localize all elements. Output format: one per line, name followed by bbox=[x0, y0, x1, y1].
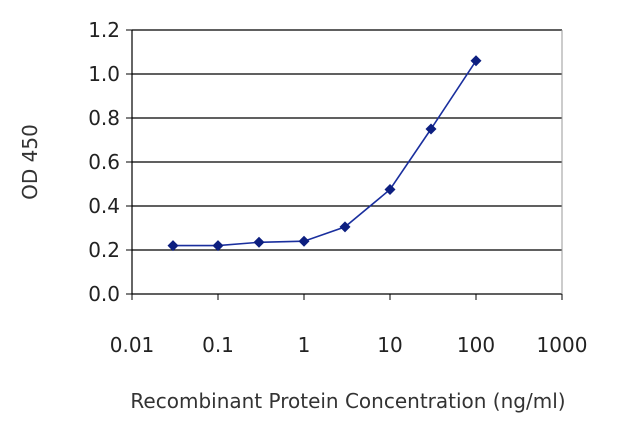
x-tick-label: 1 bbox=[298, 333, 311, 357]
x-tick-label: 10 bbox=[377, 333, 402, 357]
data-point bbox=[384, 184, 396, 195]
data-point bbox=[167, 240, 179, 252]
x-tick-label: 1000 bbox=[537, 333, 588, 357]
y-tick-labels: 0.0 0.2 0.4 0.6 0.8 1.0 1.2 bbox=[88, 18, 120, 306]
data-point bbox=[425, 123, 437, 135]
y-tick-label: 0.6 bbox=[88, 150, 120, 174]
x-axis-label: Recombinant Protein Concentration (ng/ml… bbox=[130, 389, 565, 413]
data-point bbox=[339, 221, 351, 233]
y-axis-label: OD 450 bbox=[18, 124, 42, 200]
data-point bbox=[470, 55, 482, 67]
data-point bbox=[298, 235, 310, 247]
y-tick-label: 0.4 bbox=[88, 194, 120, 218]
y-tick-label: 0.8 bbox=[88, 106, 120, 130]
axes bbox=[126, 29, 563, 300]
data-point bbox=[253, 236, 265, 248]
x-tick-label: 0.1 bbox=[202, 333, 234, 357]
gridlines bbox=[132, 29, 562, 251]
y-tick-label: 1.2 bbox=[88, 18, 120, 42]
x-tick-labels: 0.01 0.1 1 10 100 1000 bbox=[110, 333, 588, 357]
y-tick-label: 0.2 bbox=[88, 238, 120, 262]
y-tick-label: 1.0 bbox=[88, 62, 120, 86]
series-line bbox=[173, 60, 477, 247]
x-tick-label: 100 bbox=[457, 333, 495, 357]
x-tick-label: 0.01 bbox=[110, 333, 155, 357]
data-point bbox=[212, 240, 224, 252]
series-group bbox=[167, 55, 482, 252]
y-tick-label: 0.0 bbox=[88, 282, 120, 306]
